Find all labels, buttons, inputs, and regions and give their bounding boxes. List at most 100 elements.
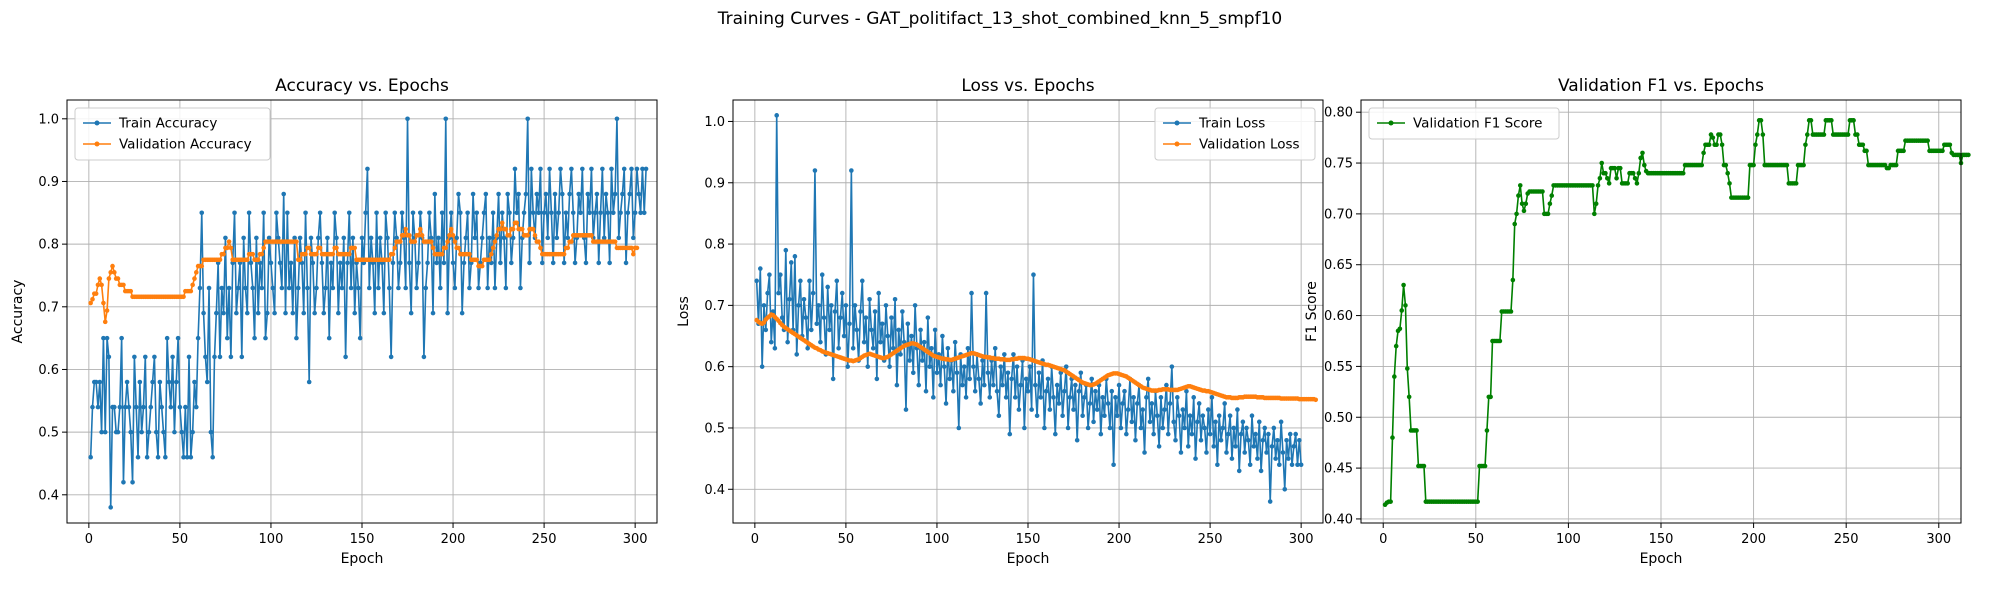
acc-y-axis-label: Accuracy (10, 280, 26, 344)
loss-data-point (1191, 395, 1197, 400)
f1-y-tick-label: 0.65 (1324, 258, 1353, 273)
acc-data-point (206, 285, 212, 291)
acc-data-point (483, 191, 489, 197)
loss-data-point (849, 168, 854, 173)
loss-data-point (1149, 401, 1155, 406)
loss-data-point (1220, 425, 1226, 431)
acc-data-point (352, 245, 358, 251)
acc-series-line-0 (89, 118, 647, 509)
acc-data-point (181, 294, 186, 300)
loss-data-point (1113, 395, 1118, 400)
loss-data-point (767, 272, 772, 278)
loss-data-point (1211, 444, 1217, 449)
acc-data-point (192, 276, 197, 281)
acc-data-point (95, 404, 101, 410)
loss-data-point (938, 382, 943, 388)
f1-data-point (1516, 193, 1521, 198)
loss-data-point (1275, 437, 1280, 443)
loss-data-point (878, 339, 883, 345)
acc-data-point (246, 210, 252, 216)
acc-data-point (193, 404, 199, 410)
acc-data-point (303, 210, 308, 216)
loss-data-point (805, 345, 810, 351)
acc-data-point (223, 235, 228, 241)
acc-data-point (368, 235, 374, 241)
loss-data-point (874, 376, 880, 382)
acc-data-point (226, 239, 232, 244)
loss-y-tick-label: 0.9 (704, 176, 725, 191)
acc-legend-label: Validation Accuracy (119, 137, 252, 153)
acc-data-point (634, 166, 640, 172)
loss-data-point (1140, 407, 1146, 412)
acc-data-point (607, 260, 612, 266)
loss-data-point (1074, 437, 1080, 443)
acc-data-point (636, 191, 642, 197)
acc-data-point (494, 233, 500, 238)
loss-data-point (1171, 419, 1176, 425)
loss-data-point (1167, 401, 1173, 406)
loss-data-point (1282, 486, 1288, 492)
acc-data-point (175, 335, 181, 341)
acc-data-point (102, 319, 108, 325)
acc-data-point (392, 245, 398, 251)
f1-data-point (1808, 118, 1814, 123)
acc-data-point (295, 285, 301, 291)
loss-data-point (792, 254, 798, 259)
loss-data-point (982, 382, 987, 388)
loss-x-axis-label: Epoch (1007, 551, 1050, 567)
loss-y-tick-label: 0.6 (704, 360, 725, 375)
loss-data-point (1003, 395, 1009, 400)
loss-data-point (1249, 413, 1255, 419)
loss-data-point (1202, 425, 1207, 431)
acc-data-point (572, 260, 578, 266)
acc-data-point (376, 285, 381, 291)
acc-data-point (153, 429, 159, 435)
loss-data-point (1091, 419, 1096, 425)
loss-data-point (889, 315, 894, 320)
acc-data-point (392, 210, 398, 216)
acc-data-point (124, 379, 130, 385)
loss-data-point (1047, 407, 1053, 412)
loss-data-point (880, 321, 885, 327)
acc-data-point (512, 166, 518, 172)
acc-data-point (543, 191, 549, 197)
loss-data-point (1267, 499, 1273, 504)
loss-data-point (1198, 437, 1204, 443)
acc-data-point (538, 166, 543, 172)
acc-data-point (397, 239, 403, 244)
acc-data-point (330, 251, 336, 257)
loss-data-point (861, 339, 867, 345)
acc-data-point (643, 166, 649, 172)
f1-data-point (1540, 189, 1545, 194)
loss-legend-label: Train Loss (1198, 116, 1265, 132)
acc-data-point (401, 233, 407, 238)
acc-data-point (621, 166, 627, 172)
acc-data-point (634, 245, 640, 251)
loss-data-point (1236, 468, 1242, 474)
acc-data-point (456, 191, 461, 197)
loss-data-point (1085, 425, 1091, 431)
acc-data-point (629, 245, 634, 251)
acc-series-markers-1 (88, 220, 640, 325)
loss-panel: Loss vs. Epochs 0 50 100 150 200 250 300 0.4 0.5 0… (676, 76, 1324, 567)
acc-data-point (274, 210, 279, 216)
loss-data-point (834, 278, 840, 284)
acc-data-point (221, 310, 226, 316)
acc-data-point (570, 210, 576, 216)
acc-data-point (538, 245, 543, 251)
acc-data-point (530, 210, 536, 216)
loss-data-point (765, 290, 770, 296)
acc-data-point (454, 235, 459, 241)
acc-data-point (443, 116, 449, 122)
loss-data-point (785, 339, 790, 345)
acc-data-point (383, 210, 388, 216)
loss-data-point (1193, 456, 1198, 461)
f1-data-point (1519, 201, 1525, 207)
acc-data-point (397, 260, 403, 266)
acc-data-point (339, 285, 345, 291)
loss-data-point (787, 296, 792, 302)
loss-data-point (1264, 450, 1269, 455)
f1-data-point (1510, 277, 1516, 283)
accuracy-panel: Accuracy vs. Epochs 0 50 100 150 200 250 300 0.4… (10, 76, 658, 567)
